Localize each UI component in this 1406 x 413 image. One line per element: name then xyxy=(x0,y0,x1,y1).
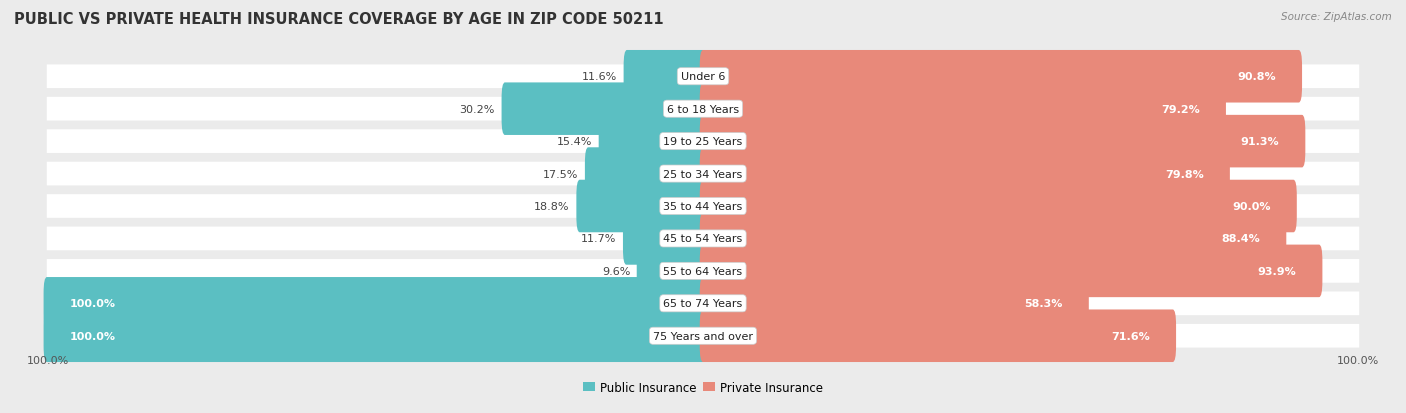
Text: 30.2%: 30.2% xyxy=(460,104,495,114)
FancyBboxPatch shape xyxy=(700,310,1175,362)
FancyBboxPatch shape xyxy=(46,97,1360,121)
FancyBboxPatch shape xyxy=(44,278,706,330)
Text: 35 to 44 Years: 35 to 44 Years xyxy=(664,202,742,211)
FancyBboxPatch shape xyxy=(46,195,1360,218)
FancyBboxPatch shape xyxy=(502,83,706,135)
Text: 79.2%: 79.2% xyxy=(1161,104,1199,114)
Text: 11.6%: 11.6% xyxy=(582,72,617,82)
FancyBboxPatch shape xyxy=(46,130,1360,154)
FancyBboxPatch shape xyxy=(700,278,1088,330)
FancyBboxPatch shape xyxy=(46,259,1360,283)
FancyBboxPatch shape xyxy=(700,180,1296,233)
Text: 88.4%: 88.4% xyxy=(1222,234,1260,244)
FancyBboxPatch shape xyxy=(46,227,1360,251)
Text: 6 to 18 Years: 6 to 18 Years xyxy=(666,104,740,114)
Text: 18.8%: 18.8% xyxy=(534,202,569,211)
Text: 55 to 64 Years: 55 to 64 Years xyxy=(664,266,742,276)
FancyBboxPatch shape xyxy=(700,245,1323,297)
FancyBboxPatch shape xyxy=(637,245,706,297)
Text: PUBLIC VS PRIVATE HEALTH INSURANCE COVERAGE BY AGE IN ZIP CODE 50211: PUBLIC VS PRIVATE HEALTH INSURANCE COVER… xyxy=(14,12,664,27)
Text: 100.0%: 100.0% xyxy=(70,331,115,341)
FancyBboxPatch shape xyxy=(599,116,706,168)
Text: 25 to 34 Years: 25 to 34 Years xyxy=(664,169,742,179)
Text: Under 6: Under 6 xyxy=(681,72,725,82)
FancyBboxPatch shape xyxy=(700,51,1302,103)
Text: 9.6%: 9.6% xyxy=(602,266,630,276)
Text: 11.7%: 11.7% xyxy=(581,234,616,244)
Text: 15.4%: 15.4% xyxy=(557,137,592,147)
FancyBboxPatch shape xyxy=(700,116,1305,168)
FancyBboxPatch shape xyxy=(624,51,706,103)
Text: 100.0%: 100.0% xyxy=(70,299,115,309)
FancyBboxPatch shape xyxy=(700,148,1230,200)
Text: 45 to 54 Years: 45 to 54 Years xyxy=(664,234,742,244)
FancyBboxPatch shape xyxy=(44,310,706,362)
FancyBboxPatch shape xyxy=(46,162,1360,186)
FancyBboxPatch shape xyxy=(46,324,1360,348)
Legend: Public Insurance, Private Insurance: Public Insurance, Private Insurance xyxy=(578,376,828,399)
Text: 71.6%: 71.6% xyxy=(1111,331,1150,341)
Text: 90.0%: 90.0% xyxy=(1232,202,1271,211)
Text: 90.8%: 90.8% xyxy=(1237,72,1275,82)
FancyBboxPatch shape xyxy=(585,148,706,200)
Text: 19 to 25 Years: 19 to 25 Years xyxy=(664,137,742,147)
Text: 91.3%: 91.3% xyxy=(1240,137,1279,147)
FancyBboxPatch shape xyxy=(700,213,1286,265)
Text: 17.5%: 17.5% xyxy=(543,169,578,179)
Text: Source: ZipAtlas.com: Source: ZipAtlas.com xyxy=(1281,12,1392,22)
FancyBboxPatch shape xyxy=(576,180,706,233)
Text: 65 to 74 Years: 65 to 74 Years xyxy=(664,299,742,309)
Text: 93.9%: 93.9% xyxy=(1257,266,1296,276)
Text: 100.0%: 100.0% xyxy=(1337,355,1379,365)
FancyBboxPatch shape xyxy=(46,65,1360,89)
Text: 79.8%: 79.8% xyxy=(1166,169,1204,179)
FancyBboxPatch shape xyxy=(623,213,706,265)
Text: 100.0%: 100.0% xyxy=(27,355,69,365)
FancyBboxPatch shape xyxy=(700,83,1226,135)
Text: 58.3%: 58.3% xyxy=(1024,299,1063,309)
Text: 75 Years and over: 75 Years and over xyxy=(652,331,754,341)
FancyBboxPatch shape xyxy=(46,292,1360,316)
